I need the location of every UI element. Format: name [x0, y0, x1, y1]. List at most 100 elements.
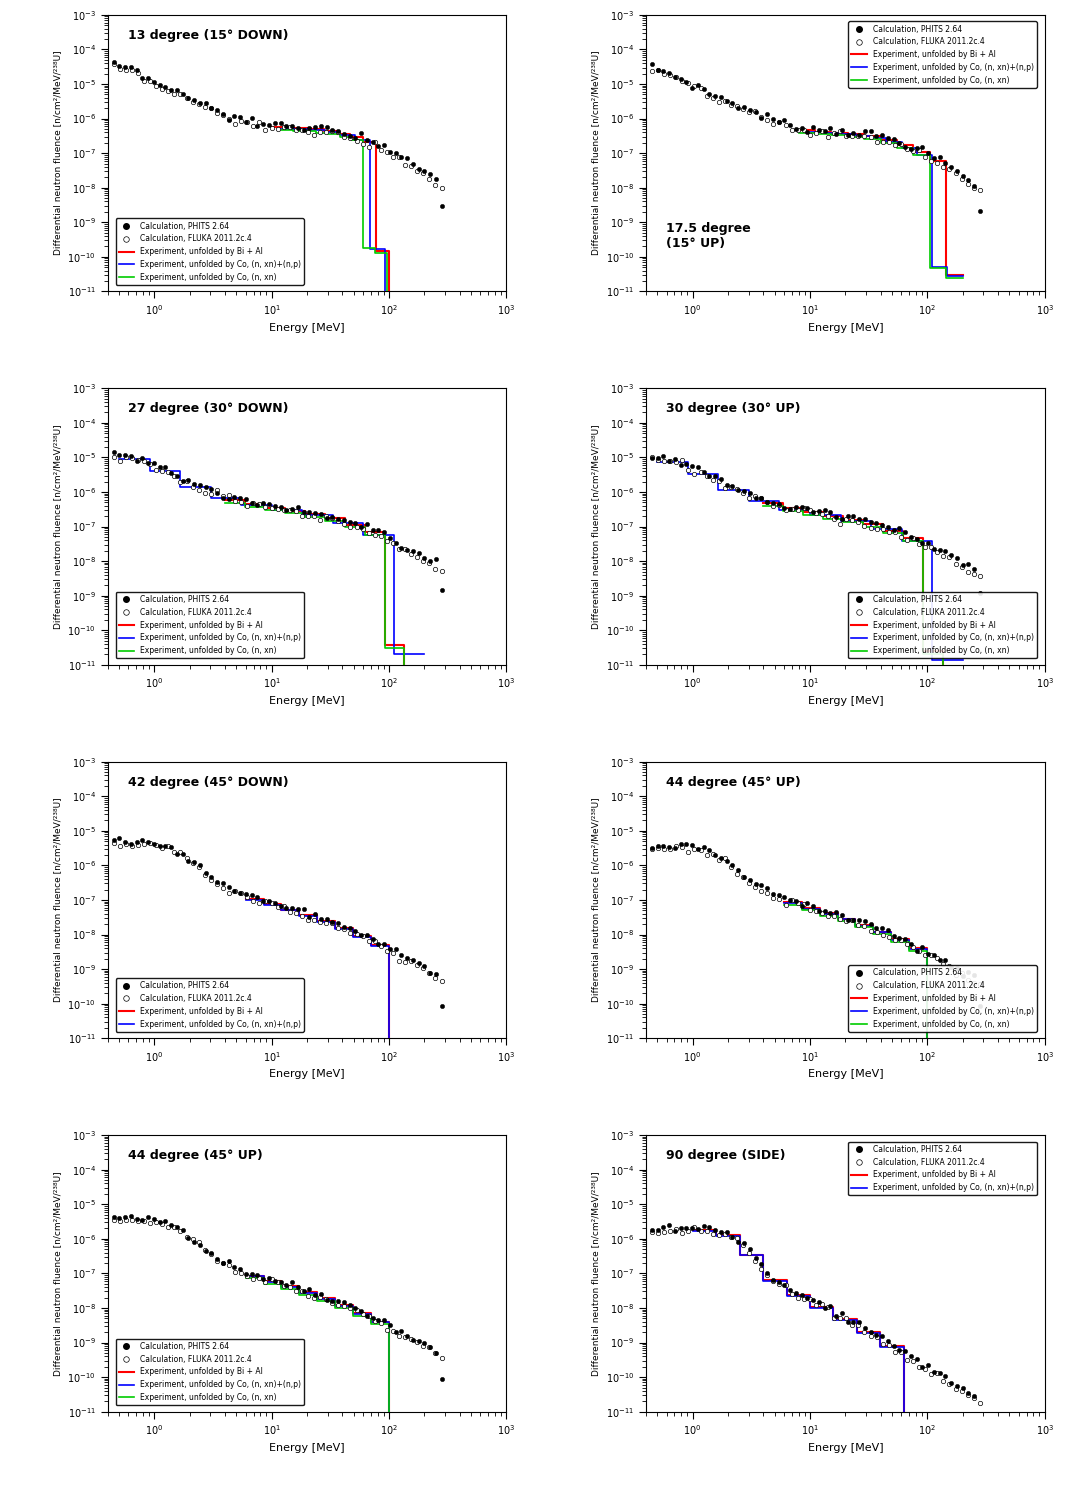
Point — [905, 140, 922, 163]
Point — [935, 155, 952, 178]
Point — [299, 1284, 317, 1308]
Point — [398, 1324, 416, 1348]
Point — [686, 1216, 703, 1239]
Point — [306, 1285, 323, 1309]
Point — [226, 113, 243, 137]
Point — [261, 889, 278, 912]
Point — [295, 1279, 312, 1303]
Point — [825, 122, 842, 146]
Point — [129, 832, 146, 856]
Point — [180, 1226, 197, 1250]
Point — [816, 119, 834, 143]
Point — [134, 1208, 151, 1232]
Point — [698, 83, 715, 107]
Point — [387, 1320, 404, 1343]
Text: 13 degree (15° DOWN): 13 degree (15° DOWN) — [128, 28, 289, 42]
Point — [208, 478, 225, 502]
Point — [831, 511, 849, 535]
Point — [249, 1263, 266, 1287]
Point — [680, 71, 697, 95]
Point — [341, 1294, 359, 1318]
Point — [672, 67, 689, 91]
Point — [123, 1204, 140, 1227]
X-axis label: Energy [MeV]: Energy [MeV] — [808, 695, 883, 706]
Point — [190, 856, 207, 880]
Point — [257, 119, 275, 143]
Point — [677, 832, 695, 856]
Point — [643, 1219, 660, 1242]
X-axis label: Energy [MeV]: Energy [MeV] — [269, 1070, 345, 1079]
Point — [415, 1334, 432, 1358]
Point — [862, 1324, 879, 1348]
Point — [649, 447, 667, 471]
Point — [318, 911, 335, 935]
Point — [941, 545, 959, 569]
Point — [214, 484, 232, 508]
Point — [239, 884, 256, 908]
Point — [172, 840, 190, 863]
Point — [421, 162, 438, 186]
Point — [369, 932, 387, 955]
Point — [777, 1274, 794, 1297]
Point — [920, 531, 937, 554]
Point — [856, 1315, 873, 1339]
Point — [376, 1309, 393, 1333]
Point — [221, 881, 238, 905]
Point — [765, 886, 782, 909]
Point — [433, 559, 450, 583]
Point — [254, 1268, 271, 1291]
Point — [886, 1340, 904, 1364]
Point — [799, 892, 816, 915]
Point — [257, 890, 275, 914]
Point — [723, 476, 740, 499]
Point — [278, 1274, 295, 1297]
Point — [373, 138, 390, 162]
Point — [184, 91, 201, 114]
Point — [433, 1346, 450, 1370]
Point — [689, 73, 707, 97]
Point — [232, 881, 249, 905]
Point — [243, 883, 261, 906]
Point — [324, 911, 341, 935]
Point — [196, 95, 213, 119]
Point — [942, 955, 960, 979]
Point — [917, 944, 934, 967]
Point — [209, 869, 226, 893]
Point — [789, 892, 807, 915]
Point — [192, 853, 209, 877]
Point — [106, 51, 123, 74]
Point — [960, 960, 977, 984]
Point — [879, 1328, 896, 1352]
Point — [336, 125, 353, 149]
Point — [925, 944, 942, 967]
Point — [289, 896, 306, 920]
Point — [965, 963, 982, 987]
Point — [410, 1328, 428, 1352]
Point — [942, 156, 960, 180]
Point — [954, 1376, 971, 1400]
Point — [295, 898, 312, 921]
Text: 42 degree (45° DOWN): 42 degree (45° DOWN) — [128, 776, 289, 789]
Point — [117, 444, 135, 468]
Point — [908, 1348, 925, 1372]
Point — [834, 119, 851, 143]
Point — [226, 484, 243, 508]
Point — [172, 471, 190, 495]
Point — [360, 520, 377, 544]
Point — [771, 493, 788, 517]
Point — [856, 125, 873, 149]
Point — [226, 104, 243, 128]
Point — [384, 941, 402, 964]
Point — [300, 1278, 318, 1302]
Point — [136, 1208, 153, 1232]
Point — [261, 1266, 278, 1290]
Point — [746, 1248, 764, 1272]
Point — [928, 152, 946, 175]
Y-axis label: Differential neutron fluence [n/cm²/MeV/²³⁸U]: Differential neutron fluence [n/cm²/MeV/… — [53, 1171, 61, 1376]
Point — [202, 477, 220, 501]
Point — [159, 79, 177, 103]
Point — [667, 837, 684, 860]
Text: 44 degree (45° UP): 44 degree (45° UP) — [128, 1149, 263, 1162]
Point — [777, 113, 794, 137]
Point — [656, 62, 673, 86]
